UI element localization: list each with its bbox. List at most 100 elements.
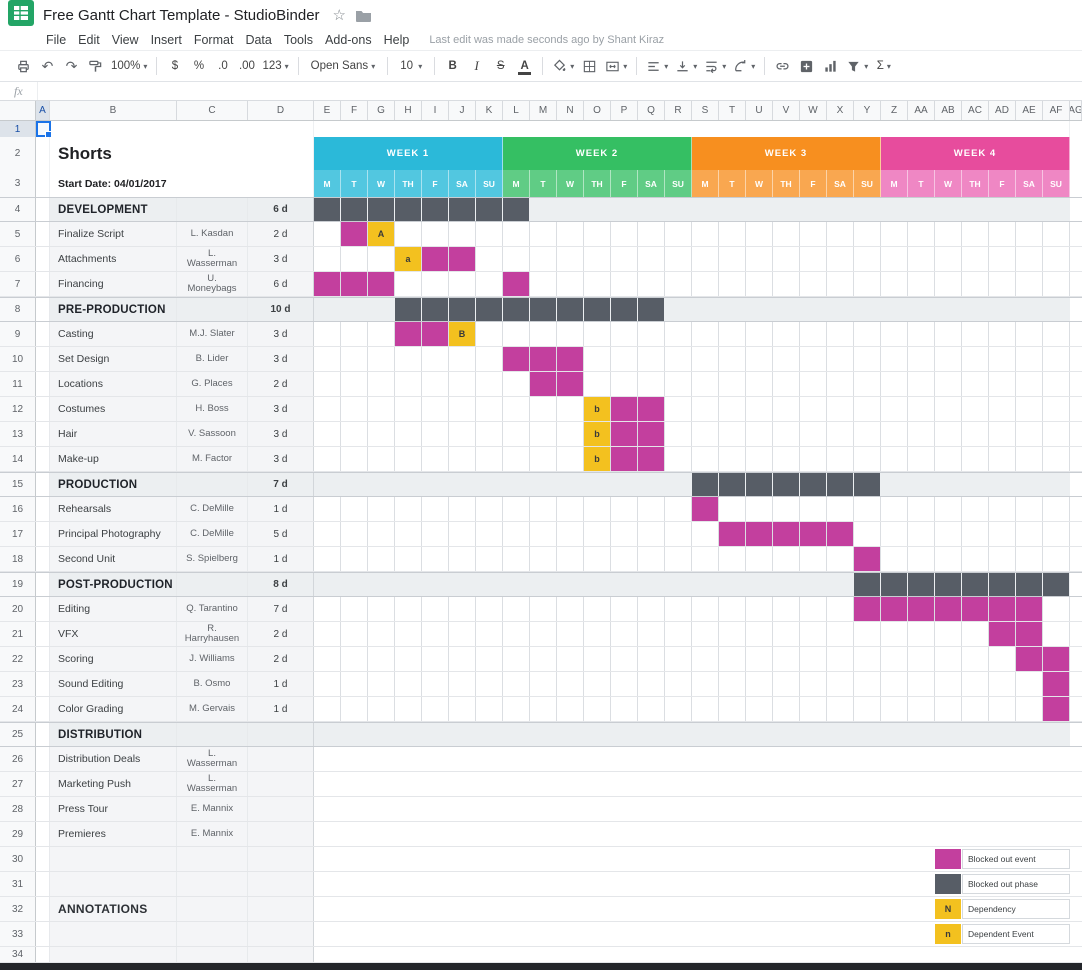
gantt-phase-bar[interactable]	[449, 198, 475, 221]
task-duration[interactable]: 6 d	[248, 272, 314, 296]
gantt-phase-bar[interactable]	[611, 298, 637, 321]
day-header[interactable]: M	[314, 170, 341, 197]
gantt-phase-bar[interactable]	[503, 298, 529, 321]
gantt-phase-bar[interactable]	[422, 298, 448, 321]
gantt-area-row-28[interactable]	[314, 797, 1070, 821]
task-duration[interactable]: 8 d	[248, 573, 314, 596]
row-header-32[interactable]: 32	[0, 897, 36, 921]
gantt-event-bar[interactable]	[422, 247, 448, 271]
gantt-area-row-18[interactable]	[314, 547, 1070, 571]
day-header[interactable]: F	[800, 170, 827, 197]
task-name[interactable]: Costumes	[50, 397, 177, 421]
cell[interactable]	[36, 847, 50, 871]
filter-button[interactable]: ▾	[843, 54, 871, 78]
gantt-event-bar[interactable]	[881, 597, 907, 621]
insert-chart-button[interactable]	[819, 54, 842, 78]
gantt-phase-bar[interactable]	[584, 298, 610, 321]
task-duration[interactable]: 2 d	[248, 372, 314, 396]
day-header[interactable]: TH	[773, 170, 800, 197]
gantt-event-bar[interactable]	[611, 422, 637, 446]
day-header[interactable]: M	[881, 170, 908, 197]
day-header[interactable]: SA	[827, 170, 854, 197]
gantt-event-bar[interactable]	[449, 247, 475, 271]
day-header[interactable]: T	[719, 170, 746, 197]
task-duration[interactable]: 10 d	[248, 298, 314, 321]
cell[interactable]	[36, 597, 50, 621]
task-name[interactable]: Marketing Push	[50, 772, 177, 796]
gantt-phase-bar[interactable]	[638, 298, 664, 321]
cell[interactable]	[36, 473, 50, 496]
gantt-area-row-24[interactable]	[314, 697, 1070, 721]
day-header[interactable]: TH	[584, 170, 611, 197]
zoom-select[interactable]: 100% ▾	[111, 60, 148, 72]
row-header-34[interactable]: 34	[0, 947, 36, 962]
gantt-area-row-7[interactable]	[314, 272, 1070, 296]
cell[interactable]	[36, 697, 50, 721]
row-header-7[interactable]: 7	[0, 272, 36, 296]
gantt-event-bar[interactable]	[692, 497, 718, 521]
gantt-area-row-12[interactable]: b	[314, 397, 1070, 421]
task-owner[interactable]: B. Lider	[177, 347, 248, 371]
menu-item-insert[interactable]: Insert	[150, 33, 182, 47]
print-button[interactable]	[12, 54, 35, 78]
task-owner[interactable]	[177, 723, 248, 746]
task-owner[interactable]: Q. Tarantino	[177, 597, 248, 621]
gantt-area-row-34[interactable]	[314, 947, 1070, 962]
task-duration[interactable]: 3 d	[248, 347, 314, 371]
task-duration[interactable]: 3 d	[248, 397, 314, 421]
gantt-phase-bar[interactable]	[341, 198, 367, 221]
row-header-30[interactable]: 30	[0, 847, 36, 871]
italic-button[interactable]: I	[474, 58, 479, 73]
task-name[interactable]: VFX	[50, 622, 177, 646]
gantt-phase-bar[interactable]	[908, 573, 934, 596]
column-header-T[interactable]: T	[719, 101, 746, 120]
task-duration[interactable]: 7 d	[248, 473, 314, 496]
row-header-8[interactable]: 8	[0, 298, 36, 321]
task-owner[interactable]: B. Osmo	[177, 672, 248, 696]
move-to-folder-icon[interactable]	[355, 9, 372, 22]
text-rotation-button[interactable]: ▾	[730, 54, 758, 78]
text-color-button[interactable]: A	[513, 54, 536, 78]
task-duration[interactable]	[248, 797, 314, 821]
gantt-area-row-8[interactable]	[314, 298, 1070, 321]
task-name[interactable]: Premieres	[50, 822, 177, 846]
task-name[interactable]: Finalize Script	[50, 222, 177, 246]
cell[interactable]	[36, 522, 50, 546]
task-owner[interactable]: E. Mannix	[177, 797, 248, 821]
row-header-14[interactable]: 14	[0, 447, 36, 471]
empty-cell[interactable]	[314, 121, 1070, 137]
gantt-phase-bar[interactable]	[773, 473, 799, 496]
row-header-3[interactable]: 3	[0, 170, 36, 197]
day-header[interactable]: M	[503, 170, 530, 197]
row-header-26[interactable]: 26	[0, 747, 36, 771]
gantt-area-row-21[interactable]	[314, 622, 1070, 646]
cell[interactable]	[177, 897, 248, 921]
format-currency-button[interactable]: $	[171, 60, 179, 72]
column-header-V[interactable]: V	[773, 101, 800, 120]
gantt-event-bar[interactable]	[962, 597, 988, 621]
row-header-12[interactable]: 12	[0, 397, 36, 421]
cell[interactable]	[36, 647, 50, 671]
task-owner[interactable]: L. Wasserman	[177, 747, 248, 771]
week-header-2[interactable]: WEEK 2	[503, 137, 692, 170]
column-header-B[interactable]: B	[50, 101, 177, 120]
task-name[interactable]: Second Unit	[50, 547, 177, 571]
column-header-M[interactable]: M	[530, 101, 557, 120]
gantt-event-bar[interactable]	[1016, 597, 1042, 621]
column-header-AC[interactable]: AC	[962, 101, 989, 120]
row-header-33[interactable]: 33	[0, 922, 36, 946]
gantt-phase-bar[interactable]	[449, 298, 475, 321]
gantt-area-row-23[interactable]	[314, 672, 1070, 696]
formula-input[interactable]	[36, 82, 1082, 100]
gantt-phase-bar[interactable]	[395, 198, 421, 221]
task-name[interactable]: Attachments	[50, 247, 177, 271]
vertical-align-button[interactable]: ▾	[672, 54, 700, 78]
cell[interactable]	[36, 723, 50, 746]
gantt-event-bar[interactable]	[530, 347, 556, 371]
gantt-dependency-cell[interactable]: B	[449, 322, 475, 346]
cell[interactable]	[36, 137, 50, 170]
task-name[interactable]: Editing	[50, 597, 177, 621]
font-family-select[interactable]: Open Sans ▾	[310, 60, 376, 72]
gantt-event-bar[interactable]	[638, 397, 664, 421]
phase-name[interactable]: POST-PRODUCTION	[50, 573, 177, 596]
